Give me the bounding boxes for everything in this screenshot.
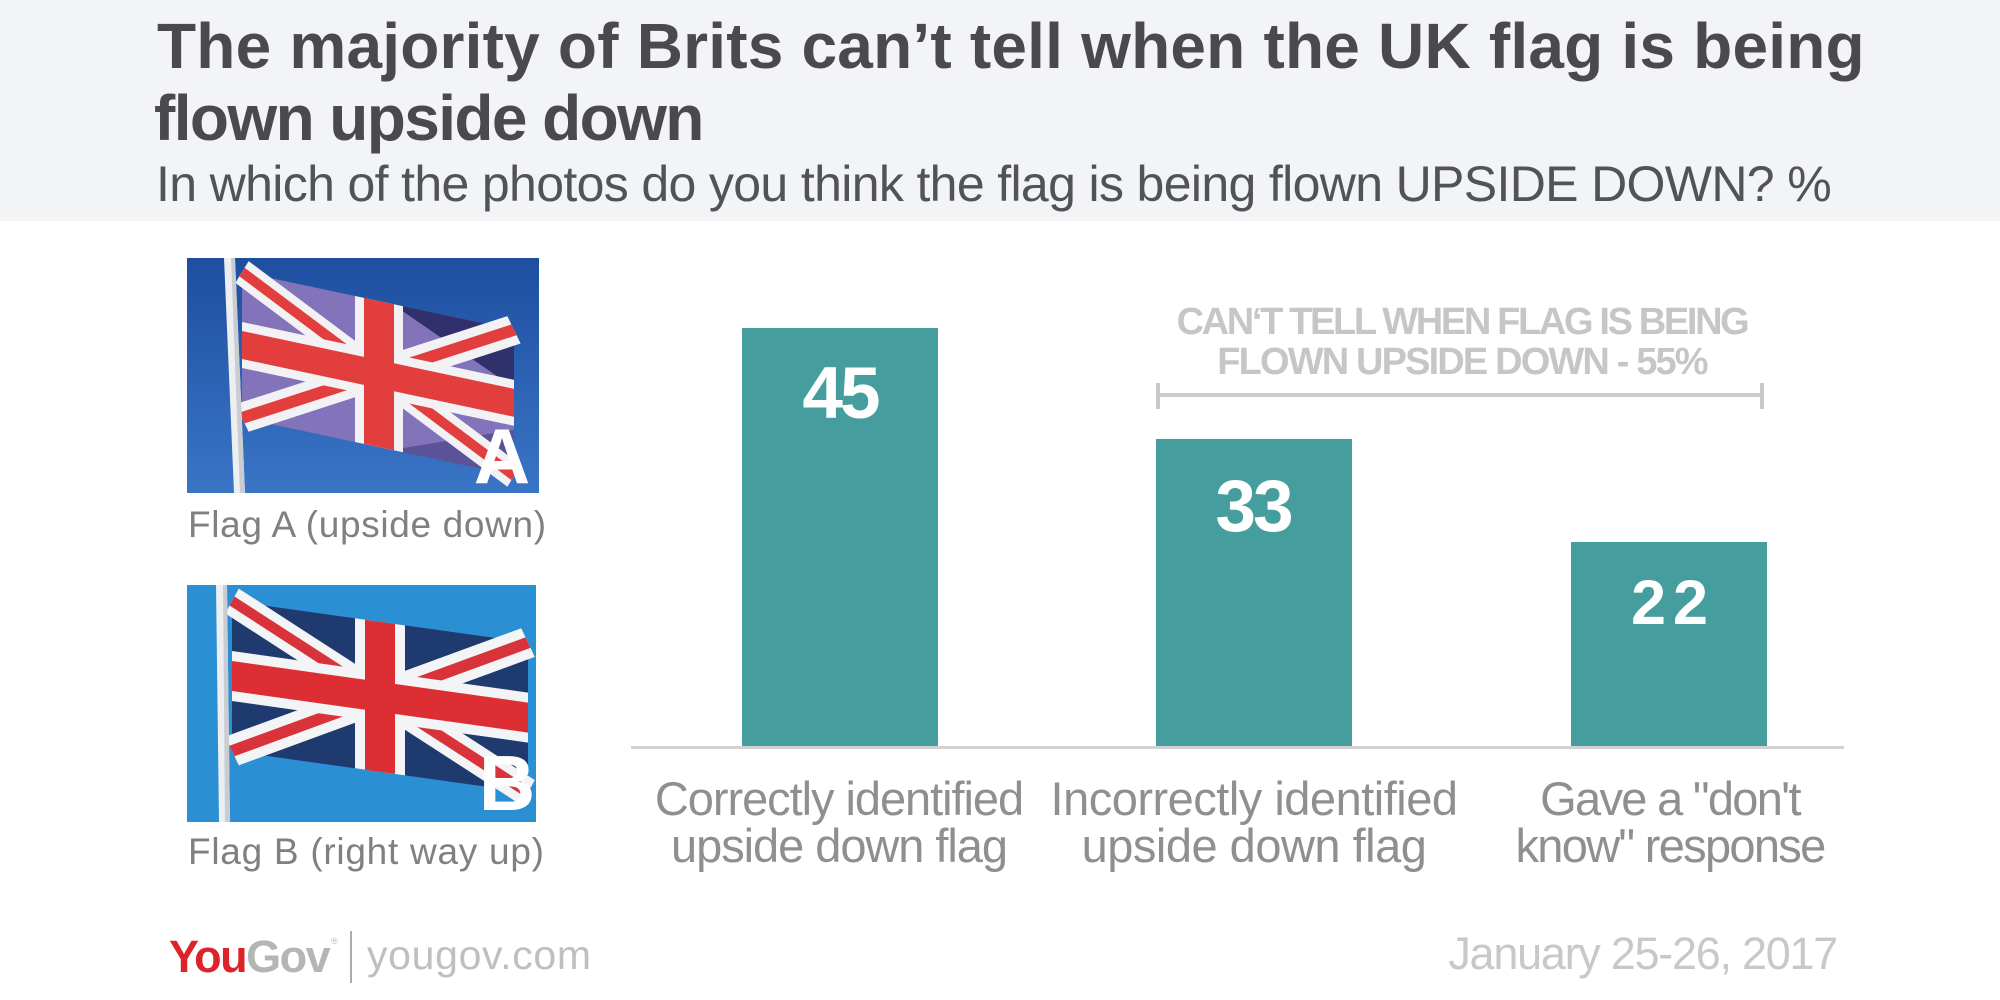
svg-text:A: A <box>474 412 530 493</box>
svg-text:B: B <box>479 739 535 822</box>
